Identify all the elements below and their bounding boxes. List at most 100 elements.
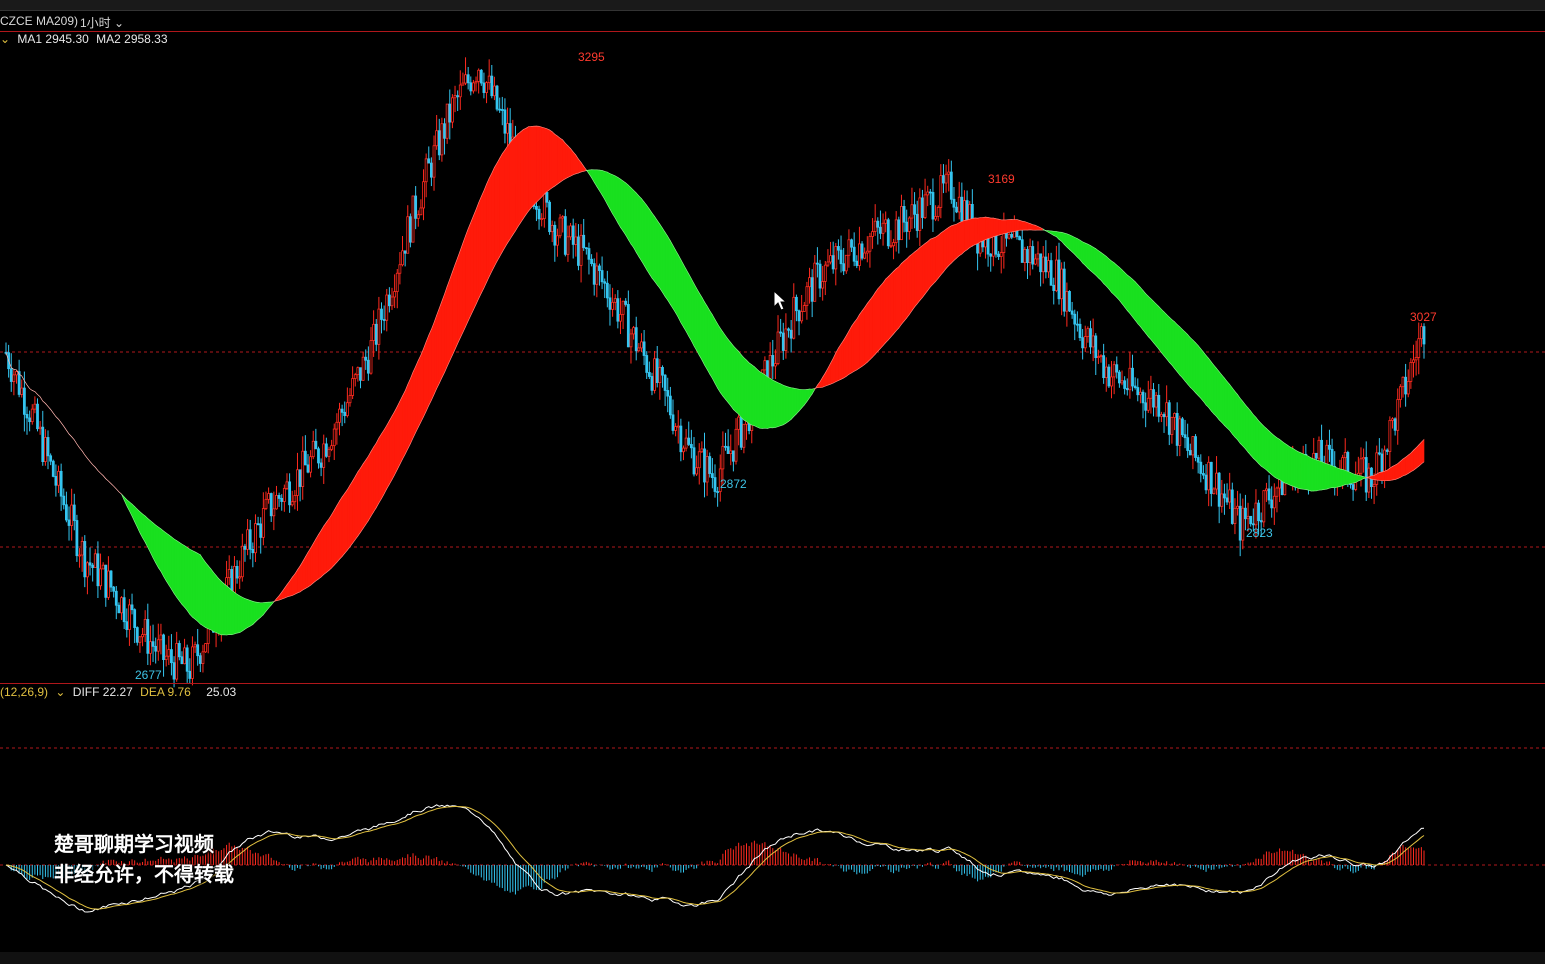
- candle-body: [999, 252, 1003, 257]
- candle-body: [448, 103, 452, 123]
- ma-band-segment: [1092, 246, 1097, 276]
- ma-band-segment: [528, 126, 532, 212]
- ma-band-segment: [840, 339, 844, 380]
- candle-body: [592, 263, 596, 285]
- ma-band-segment: [557, 135, 561, 185]
- dea-line: [5, 806, 1425, 910]
- candle-body: [842, 263, 846, 272]
- candle-body: [624, 300, 628, 305]
- candle-body: [1075, 323, 1079, 326]
- ma-band-segment: [793, 387, 797, 418]
- candle-body: [658, 367, 662, 383]
- ma-band-segment: [339, 495, 343, 561]
- candle-body: [1401, 376, 1405, 388]
- candle-body: [1359, 458, 1363, 474]
- ma-band-segment: [158, 526, 162, 573]
- ma-band-segment: [399, 395, 403, 465]
- ma-band-segment: [565, 142, 569, 180]
- candle-body: [83, 541, 87, 578]
- candle-body: [427, 158, 431, 164]
- candle-body: [306, 464, 310, 473]
- candle-body: [1078, 323, 1082, 339]
- candle-body: [1165, 402, 1169, 418]
- ma-band-segment: [433, 315, 437, 395]
- ma-band-segment: [641, 197, 645, 267]
- chevron-down-icon[interactable]: ⌄: [55, 685, 66, 699]
- ma-band-segment: [444, 286, 448, 373]
- candle-body: [910, 204, 914, 219]
- candle-body: [332, 428, 336, 447]
- ma-band-segment: [1189, 336, 1194, 391]
- ma-band-segment: [239, 595, 243, 634]
- ma-band-segment: [685, 268, 690, 337]
- candle-body: [422, 181, 425, 209]
- high-label-3: 3027: [1410, 310, 1437, 324]
- ma-band-segment: [843, 334, 847, 379]
- candle-body: [1194, 436, 1197, 458]
- candle-body: [1070, 310, 1074, 315]
- candle-body: [1120, 380, 1124, 384]
- candle-body: [406, 216, 410, 254]
- ma-band-segment: [932, 236, 936, 285]
- chevron-down-icon[interactable]: ⌄: [0, 32, 11, 46]
- ma-band-segment: [504, 144, 508, 249]
- candle-body: [393, 291, 397, 298]
- ma-band-segment: [1150, 297, 1154, 344]
- candle-body: [1391, 418, 1394, 421]
- ma-band-segment: [562, 139, 566, 181]
- ma-band-segment: [877, 285, 881, 353]
- candle-body: [718, 468, 722, 492]
- ma-band-segment: [465, 228, 469, 327]
- candle-body: [1047, 260, 1050, 273]
- candle-body: [784, 328, 788, 351]
- candle-body: [847, 239, 851, 256]
- ma-band-segment: [236, 593, 241, 634]
- candle-body: [647, 372, 651, 377]
- ma-band-segment: [1182, 328, 1186, 382]
- candle-body: [445, 103, 449, 139]
- candle-body: [703, 448, 706, 483]
- candle-body: [107, 570, 110, 598]
- ma-band-segment: [1000, 219, 1005, 235]
- ma-band-segment: [1413, 447, 1417, 471]
- ma-band-segment: [625, 182, 629, 241]
- ma-band-segment: [845, 329, 850, 377]
- chart-title-bar: CZCE MA209) 1小时 ⌄: [0, 12, 1545, 30]
- ma-band-segment: [588, 169, 592, 179]
- candle-body: [67, 519, 71, 526]
- ma-band-segment: [218, 577, 222, 636]
- candle-body: [879, 226, 882, 234]
- diff-line: [5, 804, 1425, 913]
- candle-body: [1091, 335, 1095, 348]
- candle-body: [808, 277, 811, 288]
- ma-band-segment: [341, 492, 346, 558]
- candle-body: [156, 639, 160, 652]
- ma-band-segment: [827, 363, 831, 386]
- ma-band-segment: [977, 217, 981, 245]
- candle-body: [705, 456, 709, 483]
- candle-body: [1223, 493, 1226, 499]
- ma-band-segment: [1200, 348, 1204, 403]
- candle-body: [1099, 355, 1103, 358]
- candle-body: [708, 456, 712, 474]
- ma-band-segment: [536, 125, 540, 203]
- candle-body: [1215, 472, 1218, 490]
- candle-body: [1049, 260, 1053, 286]
- ma-band-segment: [483, 184, 487, 289]
- ma-band-segment: [867, 299, 871, 363]
- candle-body: [1094, 335, 1098, 359]
- ma-band-segment: [1006, 219, 1010, 234]
- candle-body: [700, 448, 704, 453]
- ma-band-segment: [764, 374, 768, 429]
- candle-body: [600, 270, 604, 283]
- ma-band-segment: [473, 209, 477, 311]
- ma-band-segment: [1310, 457, 1315, 492]
- candle-body: [204, 643, 207, 653]
- candle-body: [619, 314, 622, 322]
- candle-body: [1031, 246, 1035, 265]
- timeframe-select[interactable]: 1小时 ⌄: [80, 14, 124, 31]
- candle-body: [1259, 520, 1263, 523]
- ma-band-segment: [1163, 311, 1167, 360]
- candle-body: [1314, 452, 1318, 459]
